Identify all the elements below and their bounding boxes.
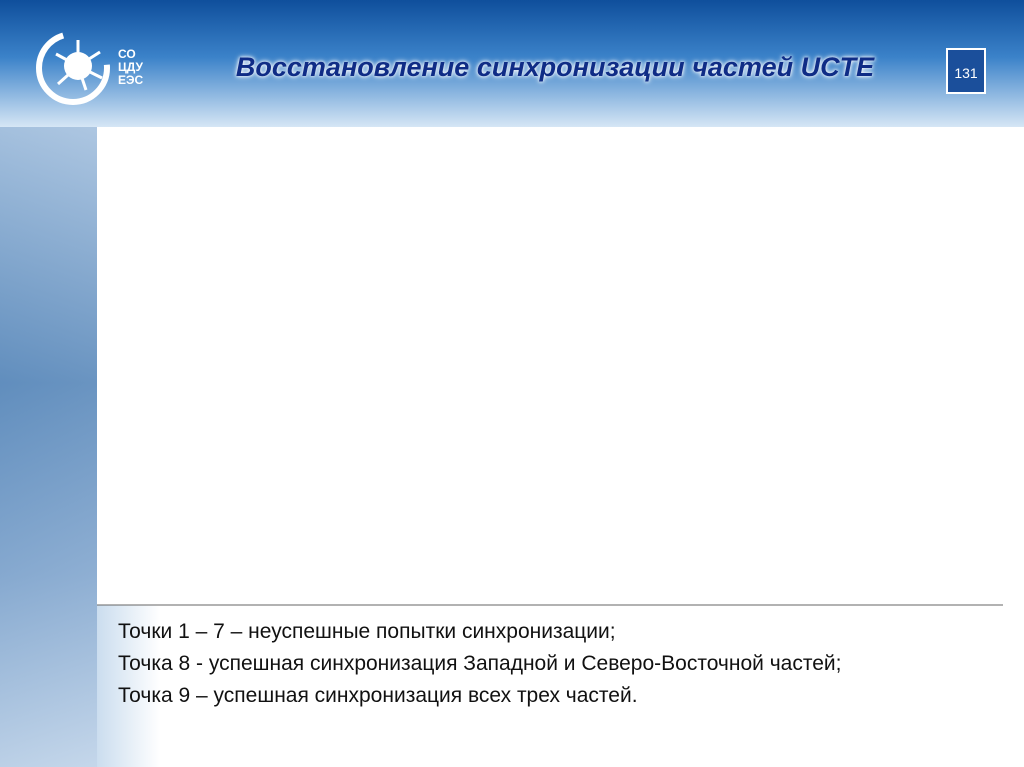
note: Точки 1 – 7 – неуспешные попытки синхрон… [118,620,616,643]
chart-background [97,127,1003,605]
header [0,0,1024,127]
notes: Точки 1 – 7 – неуспешные попытки синхрон… [118,618,918,714]
logo-line: ЦДУ [118,60,143,74]
logo-text: СО ЦДУ ЕЭС [118,48,143,87]
logo-emblem [36,31,110,105]
logo-line: СО [118,47,136,61]
logo-line: ЕЭС [118,73,144,87]
note: Точка 8 - успешная синхронизация Западно… [118,652,842,675]
slide-title: Восстановление синхронизации частей UCTE [235,52,875,82]
page-number: 131 [946,48,986,94]
note: Точка 9 – успешная синхронизация всех тр… [118,684,638,707]
side-picture [0,127,97,767]
